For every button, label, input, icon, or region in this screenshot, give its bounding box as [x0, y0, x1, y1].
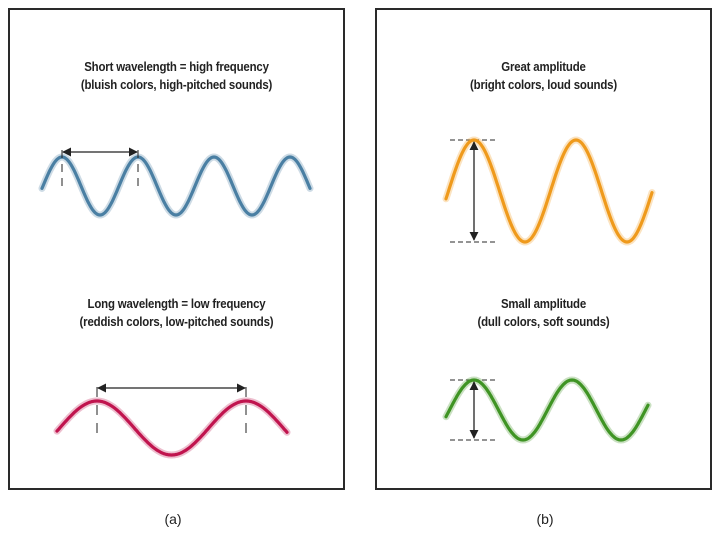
panel-amplitude: Great amplitude (bright colors, loud sou…	[375, 8, 712, 490]
long-wavelength-wave-glow	[53, 397, 291, 459]
great-amplitude-title: Great amplitude	[501, 59, 586, 74]
long-wavelength-caption: Long wavelength = low frequency (reddish…	[30, 295, 323, 331]
great-amplitude-wave	[444, 138, 654, 244]
small-amplitude-caption: Small amplitude (dull colors, soft sound…	[397, 295, 690, 331]
figure-label-a: (a)	[164, 511, 182, 527]
small-amplitude-subtitle: (dull colors, soft sounds)	[477, 314, 610, 329]
small-amplitude-wave	[444, 378, 650, 442]
short-wavelength-caption: Short wavelength = high frequency (bluis…	[30, 58, 323, 94]
small-amplitude-title: Small amplitude	[500, 296, 587, 311]
great-amplitude-caption: Great amplitude (bright colors, loud sou…	[397, 58, 690, 94]
short-wavelength-subtitle: (bluish colors, high-pitched sounds)	[80, 77, 273, 92]
panel-wavelength: Short wavelength = high frequency (bluis…	[8, 8, 345, 490]
short-wavelength-title: Short wavelength = high frequency	[84, 59, 269, 74]
figure-label-b: (b)	[536, 511, 554, 527]
short-wavelength-wave	[40, 155, 312, 217]
long-wavelength-wave	[55, 399, 289, 457]
long-wavelength-subtitle: (reddish colors, low-pitched sounds)	[79, 314, 274, 329]
long-wavelength-title: Long wavelength = low frequency	[87, 296, 266, 311]
great-amplitude-subtitle: (bright colors, loud sounds)	[470, 77, 617, 92]
